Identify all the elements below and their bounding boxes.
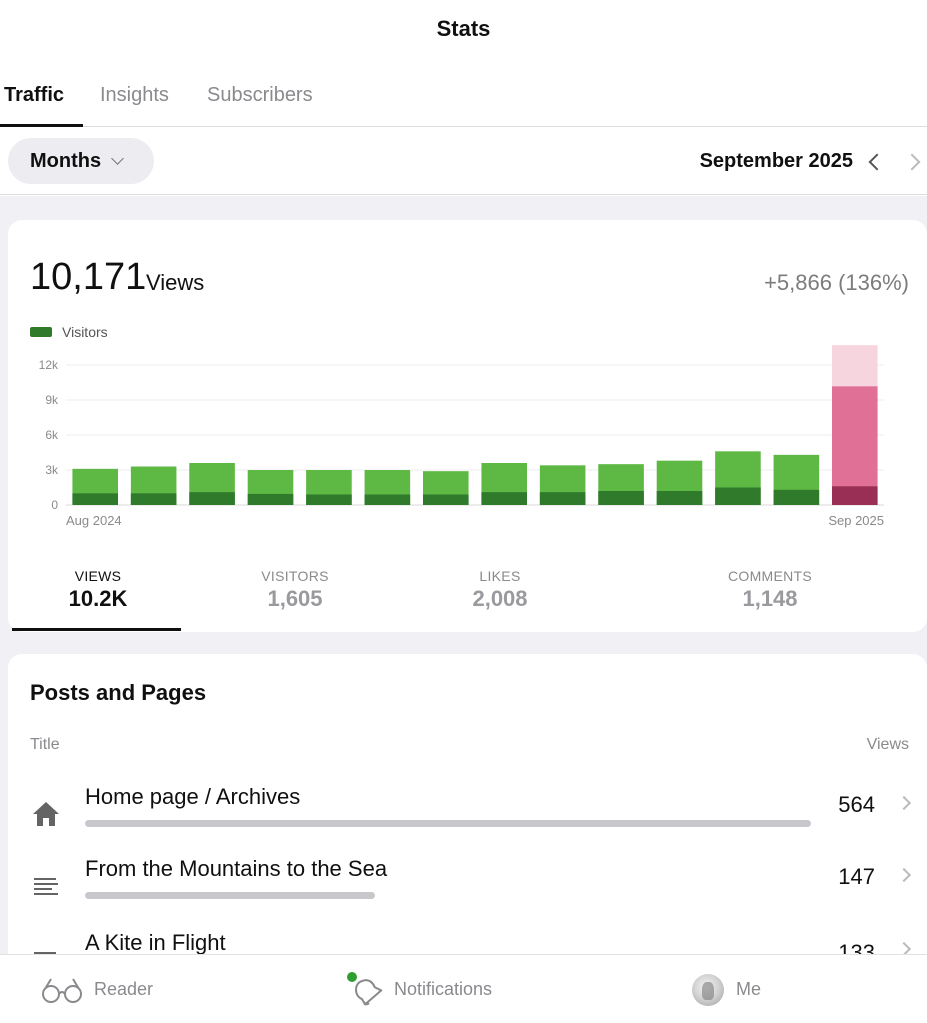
views-change: +5,866 (136%) (764, 270, 909, 295)
chevron-down-icon (111, 151, 124, 165)
post-row[interactable]: Home page / Archives 564 (8, 784, 927, 856)
bar-visitors (715, 487, 761, 505)
chevron-right-icon (896, 867, 912, 883)
top-bar: Stats Traffic Insights Subscribers Month… (0, 0, 927, 196)
bar-views (831, 386, 878, 505)
posts-section-title: Posts and Pages (30, 680, 207, 705)
post-views: 564 (838, 792, 875, 817)
tab-subscribers[interactable]: Subscribers (207, 84, 313, 106)
chart-legend: Visitors (30, 324, 108, 340)
bar-visitors (481, 492, 528, 505)
legend-label-visitors: Visitors (62, 324, 108, 340)
y-tick-label: 0 (51, 498, 58, 512)
nav-reader-label: Reader (94, 979, 154, 999)
bar-visitors (598, 491, 644, 505)
y-tick-label: 12k (39, 358, 59, 372)
nav-notifications[interactable]: Notifications (348, 955, 492, 1023)
metrics-row: VIEWS 10.2K VISITORS 1,605 LIKES 2,008 C… (8, 568, 927, 632)
period-selector-button[interactable]: Months (8, 138, 154, 184)
bar-visitors (189, 492, 235, 505)
bar-visitors (422, 494, 469, 505)
post-views: 147 (838, 864, 875, 889)
glasses-icon (42, 977, 82, 1003)
tab-traffic[interactable]: Traffic (4, 84, 65, 106)
avatar (692, 973, 724, 1006)
bar-visitors (130, 493, 177, 505)
metric-views-value: 10.2K (68, 586, 128, 611)
y-tick-label: 9k (45, 393, 59, 407)
total-views-value: 10,171 (30, 256, 147, 298)
column-header-views: Views (866, 736, 909, 753)
column-header-title: Title (30, 736, 60, 753)
metric-visitors-label: VISITORS (261, 568, 329, 584)
metric-views[interactable]: VIEWS 10.2K (8, 568, 188, 612)
y-tick-label: 6k (45, 428, 59, 442)
nav-me[interactable]: Me (692, 955, 761, 1023)
tab-active-indicator (0, 124, 83, 127)
metric-comments-label: COMMENTS (727, 568, 813, 584)
period-selector-label: Months (30, 149, 102, 172)
y-tick-label: 3k (45, 463, 59, 477)
bar-visitors (364, 494, 411, 505)
bar-visitors (831, 486, 878, 505)
metric-likes[interactable]: LIKES 2,008 (410, 568, 590, 612)
tab-insights[interactable]: Insights (100, 84, 169, 106)
previous-period-button[interactable] (868, 151, 882, 173)
post-title: From the Mountains to the Sea (85, 856, 388, 881)
current-period-label: September 2025 (699, 150, 853, 172)
next-period-button[interactable] (906, 151, 920, 173)
page-title: Stats (436, 16, 491, 41)
legend-swatch-visitors (30, 327, 52, 337)
stats-card: 10,171 Views +5,866 (136%) Visitors 0 3k 6… (8, 220, 927, 632)
notification-badge (347, 972, 357, 982)
post-views-bar (85, 892, 375, 899)
nav-notifications-label: Notifications (394, 979, 493, 999)
post-row[interactable]: From the Mountains to the Sea 147 (8, 856, 927, 928)
bar-visitors (72, 493, 119, 505)
metric-likes-value: 2,008 (472, 586, 528, 611)
chevron-right-icon (896, 795, 912, 811)
metric-comments[interactable]: COMMENTS 1,148 (680, 568, 860, 612)
bar-visitors (247, 493, 294, 505)
post-icon (34, 878, 58, 895)
nav-reader[interactable]: Reader (40, 955, 153, 1023)
views-chart: 0 3k 6k 9k 12k Aug 2024 Sep 2025 (39, 345, 884, 528)
bar-visitors (539, 492, 586, 505)
metric-visitors[interactable]: VISITORS 1,605 (205, 568, 385, 612)
bottom-navigation: Reader Notifications Me (0, 954, 927, 1023)
bar-visitors (656, 491, 703, 505)
home-icon (33, 802, 59, 826)
metric-visitors-value: 1,605 (267, 586, 323, 611)
metric-active-indicator (12, 628, 181, 631)
post-views-bar (85, 820, 811, 827)
total-views-unit: Views (146, 270, 205, 295)
metric-views-label: VIEWS (74, 568, 122, 584)
metric-comments-value: 1,148 (742, 586, 798, 611)
posts-card: Posts and Pages Title Views Home page / … (8, 654, 927, 974)
period-row: Months September 2025 (0, 128, 927, 195)
nav-me-label: Me (736, 979, 762, 999)
bell-icon (355, 978, 383, 1005)
post-title: Home page / Archives (85, 784, 301, 809)
bar-visitors (306, 494, 352, 505)
x-tick-label: Aug 2024 (66, 513, 122, 528)
metric-likes-label: LIKES (479, 568, 521, 584)
tab-bar: Traffic Insights Subscribers (0, 78, 927, 127)
bar-visitors (773, 489, 820, 505)
post-title: A Kite in Flight (85, 930, 226, 955)
x-tick-label: Sep 2025 (828, 513, 884, 528)
